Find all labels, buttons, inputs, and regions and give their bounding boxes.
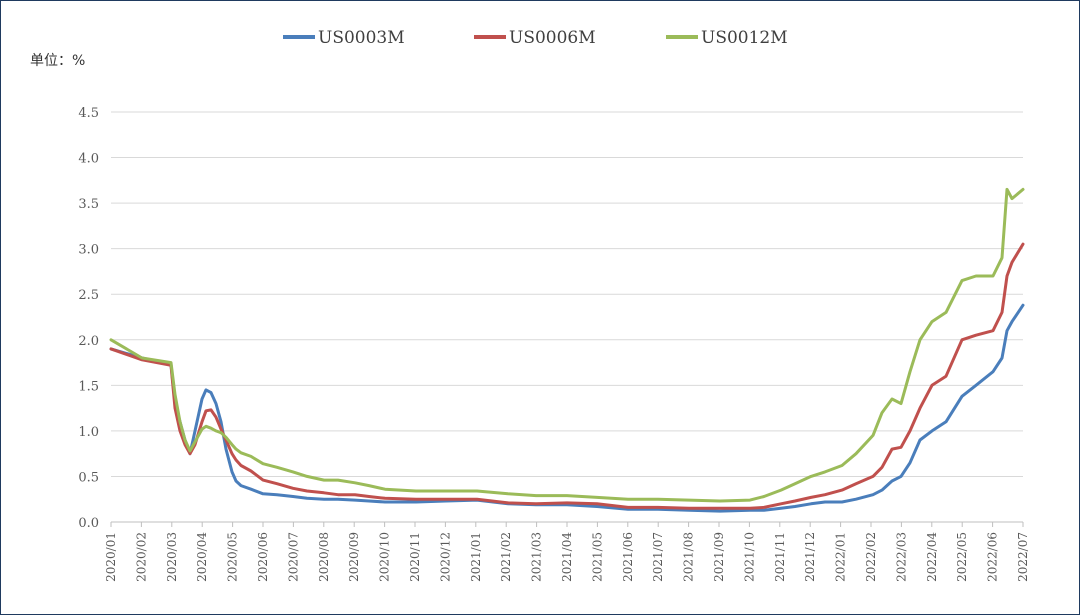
series-lines bbox=[109, 187, 1025, 513]
legend-label: US0006M bbox=[509, 28, 596, 48]
y-tick-label: 0.5 bbox=[78, 470, 99, 485]
x-tick-label: 2022/01 bbox=[834, 532, 848, 582]
y-tick-label: 3.5 bbox=[78, 197, 99, 212]
x-tick-label: 2021/05 bbox=[590, 532, 604, 582]
x-tick-label: 2020/08 bbox=[317, 532, 331, 582]
x-tick-label: 2020/06 bbox=[256, 532, 270, 582]
x-tick-label: 2021/09 bbox=[712, 532, 726, 582]
y-axis-unit-label: 单位：% bbox=[30, 53, 86, 69]
y-tick-label: 4.5 bbox=[78, 106, 99, 121]
x-tick-label: 2020/02 bbox=[134, 532, 148, 582]
x-tick-label: 2021/02 bbox=[499, 532, 513, 582]
x-tick-label: 2021/11 bbox=[773, 532, 787, 582]
x-tick-label: 2020/07 bbox=[286, 532, 300, 582]
x-tick-label: 2021/07 bbox=[651, 532, 665, 582]
x-tick-label: 2022/02 bbox=[864, 532, 878, 582]
y-tick-label: 3.0 bbox=[78, 243, 99, 258]
x-tick-label: 2020/10 bbox=[378, 532, 392, 582]
x-tick-label: 2022/03 bbox=[894, 532, 908, 582]
x-tick-label: 2020/01 bbox=[104, 532, 118, 582]
legend-label: US0012M bbox=[701, 28, 788, 48]
x-tick-label: 2020/04 bbox=[195, 532, 209, 582]
y-tick-label: 2.0 bbox=[78, 334, 99, 349]
legend: US0003M US0006M US0012M bbox=[283, 28, 788, 48]
x-tick-label: 2020/03 bbox=[165, 532, 179, 582]
x-tick-label: 2020/12 bbox=[438, 532, 452, 582]
x-tick-label: 2020/05 bbox=[226, 532, 240, 582]
x-tick-label: 2021/03 bbox=[530, 532, 544, 582]
gridlines bbox=[111, 111, 1023, 477]
series-line-us0006m bbox=[109, 242, 1025, 510]
y-tick-label: 1.5 bbox=[78, 379, 99, 394]
y-tick-label: 2.5 bbox=[78, 288, 99, 303]
legend-label: US0003M bbox=[318, 28, 405, 48]
y-tick-label: 1.0 bbox=[78, 425, 99, 440]
y-tick-label: 0.0 bbox=[78, 516, 99, 531]
x-tick-label: 2022/07 bbox=[1016, 532, 1030, 582]
x-tick-label: 2021/04 bbox=[560, 532, 574, 582]
x-tick-label: 2020/11 bbox=[408, 532, 422, 582]
x-axis: 2020/01 2020/02 2020/03 2020/04 2020/05 2020/… bbox=[104, 521, 1030, 582]
x-tick-label: 2022/05 bbox=[955, 532, 969, 582]
x-tick-label: 2021/08 bbox=[682, 532, 696, 582]
series-line-us0012m bbox=[109, 187, 1025, 503]
x-tick-label: 2022/04 bbox=[925, 532, 939, 582]
x-tick-label: 2021/01 bbox=[469, 532, 483, 582]
x-tick-label: 2021/10 bbox=[742, 532, 756, 582]
x-tick-label: 2020/09 bbox=[347, 532, 361, 582]
x-tick-label: 2022/06 bbox=[986, 532, 1000, 582]
y-tick-label: 4.0 bbox=[78, 152, 99, 167]
x-tick-label: 2021/12 bbox=[803, 532, 817, 582]
y-axis-ticks: 0.0 0.5 1.0 1.5 2.0 2.5 3.0 3.5 4.0 4.5 bbox=[78, 106, 99, 531]
x-tick-label: 2021/06 bbox=[621, 532, 635, 582]
